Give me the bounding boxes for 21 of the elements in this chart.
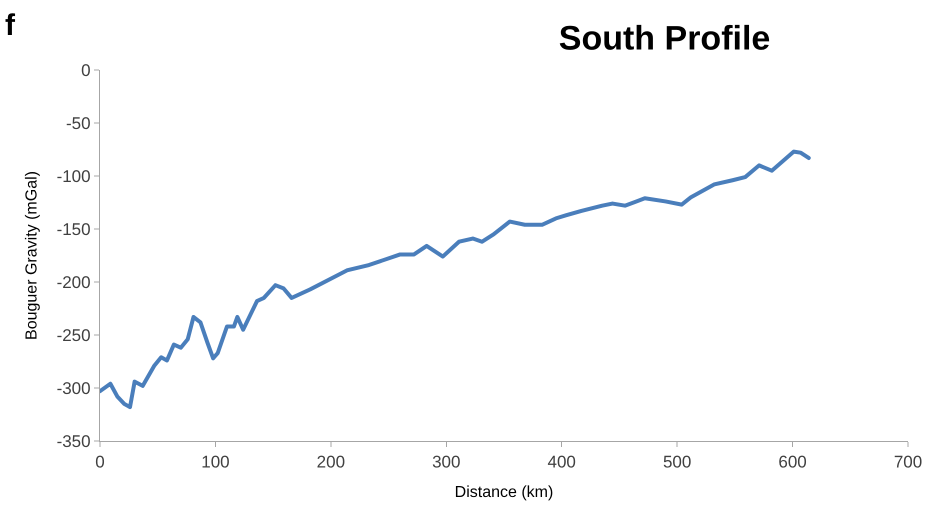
y-tick-label: -350 (56, 432, 91, 451)
x-axis-title: Distance (km) (454, 484, 554, 502)
chart-title: South Profile (558, 19, 770, 58)
x-tick-label: 0 (95, 452, 105, 472)
x-tick-label: 700 (894, 452, 922, 472)
y-tick-label: -200 (56, 272, 91, 292)
x-tick-label: 600 (778, 452, 807, 472)
x-tick-label: 100 (201, 452, 230, 472)
line-series (100, 150, 811, 410)
y-tick-label: -50 (66, 114, 91, 133)
y-tick-label: -300 (56, 378, 91, 398)
y-tick-label: -150 (56, 220, 91, 239)
y-tick-label: -100 (56, 166, 91, 186)
text: f (5, 9, 16, 42)
y-tick-label: -250 (56, 326, 91, 345)
x-tick-label: 300 (432, 452, 460, 472)
x-tick-label: 200 (316, 452, 346, 472)
x-tick-label: 400 (548, 452, 576, 472)
x-tick-label: 500 (662, 452, 692, 472)
y-axis-title: Bouguer Gravity (mGal) (23, 171, 40, 340)
y-tick-label: 0 (81, 60, 91, 80)
